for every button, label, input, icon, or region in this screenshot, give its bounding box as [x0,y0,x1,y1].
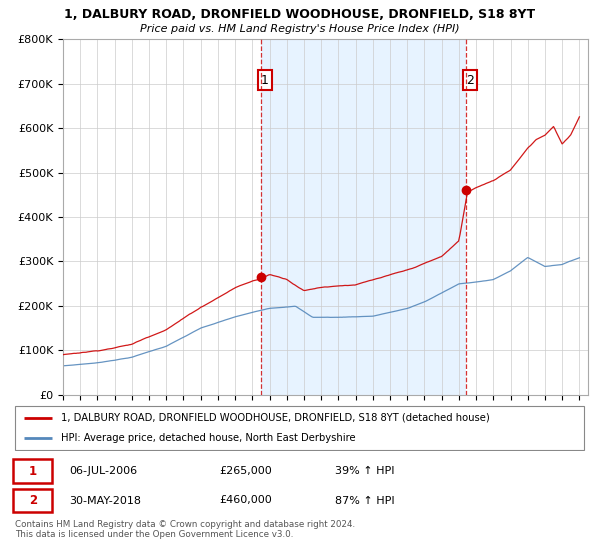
Text: 2: 2 [466,73,474,87]
Text: 1: 1 [29,465,37,478]
Text: 30-MAY-2018: 30-MAY-2018 [70,496,142,506]
Text: £265,000: £265,000 [220,466,272,476]
Text: £460,000: £460,000 [220,496,272,506]
Text: 1, DALBURY ROAD, DRONFIELD WOODHOUSE, DRONFIELD, S18 8YT (detached house): 1, DALBURY ROAD, DRONFIELD WOODHOUSE, DR… [61,413,490,423]
Bar [261,39,466,395]
FancyBboxPatch shape [13,489,52,512]
FancyBboxPatch shape [15,406,584,450]
Text: 2: 2 [29,494,37,507]
Text: 87% ↑ HPI: 87% ↑ HPI [335,496,394,506]
Text: Contains HM Land Registry data © Crown copyright and database right 2024.
This d: Contains HM Land Registry data © Crown c… [15,520,355,539]
FancyBboxPatch shape [13,459,52,483]
Text: 1, DALBURY ROAD, DRONFIELD WOODHOUSE, DRONFIELD, S18 8YT: 1, DALBURY ROAD, DRONFIELD WOODHOUSE, DR… [64,8,536,21]
Text: 1: 1 [261,73,269,87]
Text: Price paid vs. HM Land Registry's House Price Index (HPI): Price paid vs. HM Land Registry's House … [140,24,460,34]
Text: 39% ↑ HPI: 39% ↑ HPI [335,466,394,476]
Text: 06-JUL-2006: 06-JUL-2006 [70,466,138,476]
Text: HPI: Average price, detached house, North East Derbyshire: HPI: Average price, detached house, Nort… [61,433,356,443]
